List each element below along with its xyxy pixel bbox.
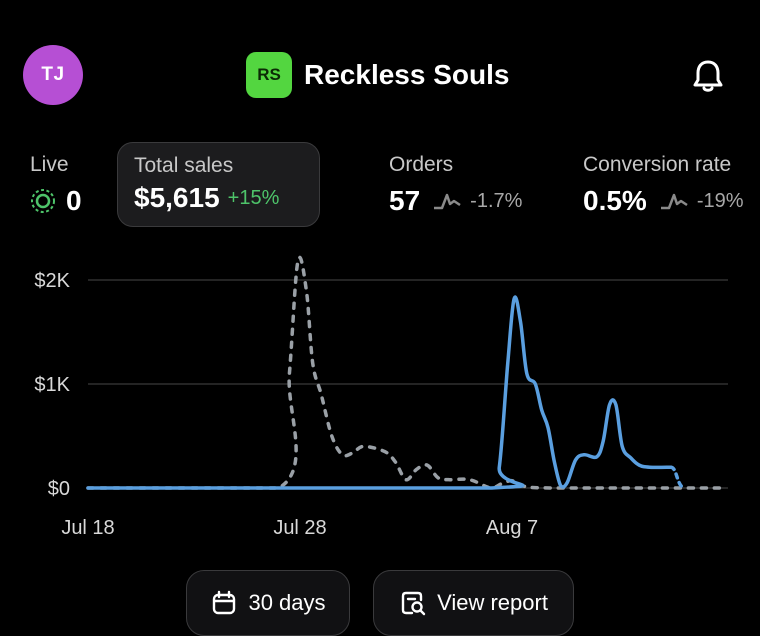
metric-live-value: 0 [66,185,82,216]
sales-chart[interactable]: $2K $1K $0 Jul 18 Jul 28 Aug 7 [0,250,760,550]
x-tick-label: Jul 18 [61,517,114,539]
view-report-button[interactable]: View report [373,570,574,636]
report-search-icon [401,591,426,616]
metric-live[interactable]: Live 0 [30,153,82,217]
store-name: Reckless Souls [304,59,510,90]
metric-total-sales-change: +15% [227,186,280,209]
metric-conversion-label: Conversion rate [583,153,732,176]
live-pulse-icon [31,189,55,213]
series-current-period-line [86,295,673,490]
metric-total-sales-value: $5,615 [134,182,220,213]
sparkline-icon [660,193,688,210]
series-previous-period-line [86,255,726,490]
y-tick-label: $2K [34,270,70,292]
store-badge: RS [246,52,292,98]
y-tick-label: $1K [34,374,70,396]
x-tick-label: Jul 28 [273,517,326,539]
metric-total-sales[interactable]: Total sales $5,615 +15% [117,142,320,227]
metric-conversion-value: 0.5% [583,185,647,216]
metric-live-label: Live [30,153,69,176]
metric-orders-value: 57 [389,185,421,216]
avatar[interactable]: TJ [23,45,83,105]
metric-conversion-change: -19% [696,189,744,212]
metric-orders-change: -1.7% [470,189,523,212]
date-range-button[interactable]: 30 days [186,570,350,636]
x-tick-label: Aug 7 [486,517,538,539]
metric-orders[interactable]: Orders 57 -1.7% [389,153,522,217]
view-report-label: View report [437,590,548,615]
bell-icon [693,60,723,92]
metric-conversion-rate[interactable]: Conversion rate 0.5% -19% [583,153,760,217]
calendar-icon [213,590,236,615]
date-range-label: 30 days [248,590,326,615]
metric-total-sales-label: Total sales [134,154,234,177]
notifications-button[interactable] [688,56,728,96]
y-tick-label: $0 [48,478,70,500]
store-switcher[interactable]: RS Reckless Souls [246,52,509,98]
metric-orders-label: Orders [389,153,454,176]
series-current-projection-line [669,465,687,490]
sparkline-icon [434,193,461,210]
